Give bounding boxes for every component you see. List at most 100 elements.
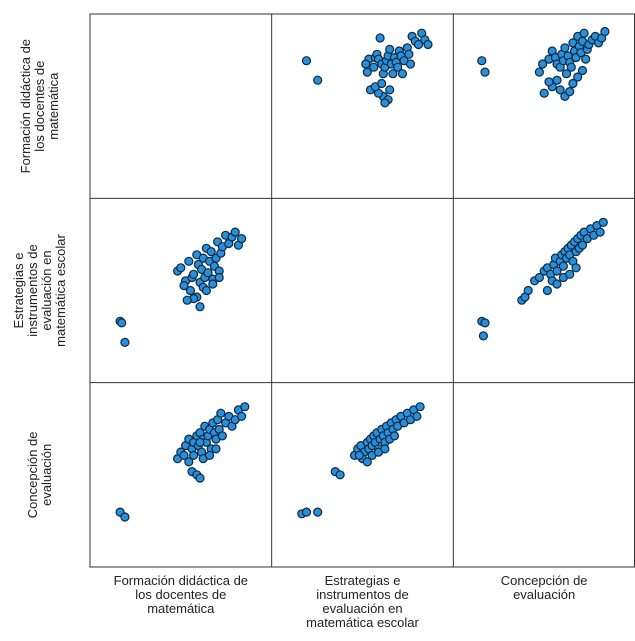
y-axis-label-line: matemática xyxy=(46,72,61,140)
y-axis-label-0: Formación didáctica delos docentes demat… xyxy=(18,39,61,173)
scatter-point xyxy=(362,457,372,467)
scatter-point xyxy=(237,411,247,421)
scatter-point xyxy=(361,59,371,69)
scatter-point xyxy=(230,227,240,237)
scatter-point xyxy=(523,285,533,296)
scatter-point xyxy=(301,56,312,66)
scatter-point xyxy=(565,269,575,279)
scatter-point xyxy=(598,217,608,227)
scatter-point xyxy=(301,507,312,517)
scatter-point xyxy=(477,56,487,66)
scatter-point xyxy=(552,266,562,276)
x-axis-label-1: Estrategias e instrumentos de evaluación e… xyxy=(306,573,419,630)
scatter-point xyxy=(205,450,215,460)
scatter-point xyxy=(537,59,548,69)
scatter-point xyxy=(577,240,588,250)
scatter-point xyxy=(388,69,398,79)
points-layer xyxy=(115,26,610,522)
scatter-point xyxy=(405,59,416,69)
scatter-point xyxy=(195,437,205,447)
scatter-point xyxy=(397,69,408,79)
x-axis-label-line: evaluación xyxy=(513,587,575,602)
x-axis-label-0: Formación didáctica de los docentes de mat… xyxy=(114,573,248,616)
scatter-point xyxy=(214,272,224,283)
scatter-point xyxy=(237,234,247,244)
scatter-point xyxy=(120,337,130,347)
x-axis-label-line: matemática escolar xyxy=(306,615,419,630)
x-axis-label-line: los docentes de xyxy=(135,587,226,602)
scatter-point xyxy=(566,62,576,72)
x-axis-label-line: Formación didáctica de xyxy=(114,573,248,588)
scatter-point xyxy=(539,88,549,98)
scatter-point xyxy=(354,450,364,460)
scatter-point xyxy=(117,318,127,328)
scatter-point xyxy=(179,281,189,291)
scatter-point xyxy=(206,247,216,257)
x-axis-label-2: Concepción de evaluación xyxy=(501,573,588,602)
scatter-point xyxy=(189,269,199,279)
scatter-point xyxy=(542,285,553,296)
scatter-point xyxy=(573,72,583,82)
scatter-point xyxy=(120,512,130,522)
scatter-point xyxy=(600,26,610,37)
panel-grid xyxy=(89,13,635,568)
panel-r2-c0 xyxy=(115,402,250,522)
scatter-point xyxy=(389,431,400,441)
scatter-point xyxy=(375,33,385,43)
scatter-point xyxy=(571,263,581,273)
panel-r1-c0 xyxy=(115,227,247,347)
scatter-point xyxy=(552,279,562,289)
y-axis-label-line: matemática escolar xyxy=(53,233,68,346)
panel-r0-c1 xyxy=(301,28,433,108)
x-axis-label-line: instrumentos de xyxy=(316,587,409,602)
scatter-point xyxy=(581,54,591,64)
scatter-point xyxy=(555,85,565,95)
scatter-point xyxy=(478,331,488,341)
scatter-point xyxy=(558,261,569,271)
y-axis-label-1: Estrategias einstrumentos deevaluación e… xyxy=(11,233,68,346)
axis-labels: Formación didáctica de los docentes de mat… xyxy=(11,39,588,630)
y-axis-label-line: evaluación en xyxy=(39,250,54,330)
scatter-point xyxy=(313,75,323,85)
panel-r1-c2 xyxy=(477,217,608,341)
scatter-point xyxy=(560,43,570,53)
scatter-point xyxy=(579,28,589,38)
scatter-point xyxy=(568,78,578,89)
scatter-point xyxy=(595,227,605,237)
scatter-point xyxy=(208,279,218,289)
scatter-point xyxy=(544,77,554,87)
scatter-point xyxy=(377,78,387,89)
scatter-point xyxy=(216,408,226,418)
scatter-point xyxy=(534,272,545,283)
matrix-frame xyxy=(89,13,635,568)
y-axis-label-line: instrumentos de xyxy=(25,244,40,337)
scatter-point xyxy=(201,285,211,296)
scatter-point xyxy=(404,49,414,59)
y-axis-label-line: Formación didáctica de xyxy=(18,39,33,173)
scatter-point xyxy=(413,39,424,50)
scatter-point xyxy=(393,62,403,72)
scatter-point xyxy=(195,473,205,483)
y-axis-label-2: Concepción deevaluación xyxy=(25,431,54,518)
scatter-point xyxy=(189,450,199,460)
scatter-point xyxy=(184,256,194,266)
scatter-point xyxy=(577,65,588,76)
scatter-point xyxy=(423,39,433,50)
scatter-point xyxy=(203,268,213,278)
scatter-point xyxy=(313,507,323,517)
scatter-point xyxy=(412,411,422,421)
scatter-point xyxy=(176,263,186,273)
x-axis-label-line: Estrategias e xyxy=(325,573,401,588)
scatter-point xyxy=(480,318,490,328)
scatter-point xyxy=(369,62,379,72)
scatter-point xyxy=(380,98,390,108)
x-axis-label-line: Concepción de xyxy=(501,573,588,588)
scatter-point xyxy=(184,457,194,467)
y-axis-label-line: los docentes de xyxy=(32,61,47,152)
scatter-point xyxy=(565,86,575,97)
y-axis-label-line: Estrategias e xyxy=(11,253,26,329)
scatter-point xyxy=(182,295,192,305)
scatter-point xyxy=(385,44,395,55)
scatter-point xyxy=(179,450,189,460)
